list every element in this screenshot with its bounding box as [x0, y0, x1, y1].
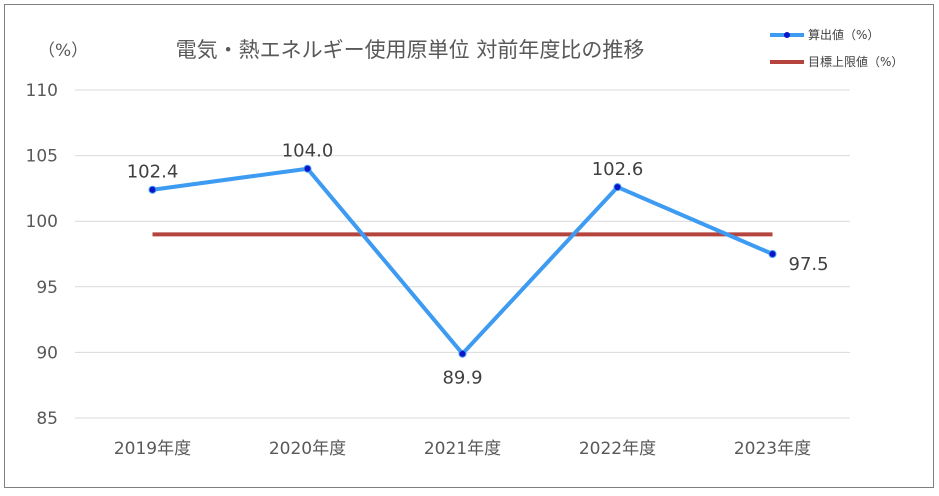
data-label-4: 102.6 — [592, 159, 644, 180]
chart-border — [4, 4, 934, 488]
y-tick-label-110: 110 — [26, 81, 58, 101]
data-point-4 — [613, 183, 622, 192]
data-label-3: 89.9 — [442, 368, 482, 389]
y-tick-label-100: 100 — [26, 212, 58, 232]
x-tick-label-2: 2020年度 — [269, 439, 346, 459]
y-tick-label-105: 105 — [26, 147, 58, 167]
x-tick-label-1: 2019年度 — [114, 439, 191, 459]
data-point-5 — [768, 250, 777, 258]
data-label-5: 97.5 — [789, 254, 829, 275]
data-labels: 102.4 104.0 89.9 102.6 97.5 — [127, 141, 829, 389]
y-tick-label-95: 95 — [36, 278, 58, 298]
y-tick-label-85: 85 — [36, 409, 58, 429]
x-axis-ticks: 2019年度 2020年度 2021年度 2022年度 2023年度 — [114, 439, 811, 459]
legend-label-2: 目標上限値（%） — [808, 54, 903, 69]
legend-label-1: 算出値（%） — [808, 27, 879, 42]
data-label-2: 104.0 — [282, 141, 334, 162]
series-layer — [148, 164, 777, 358]
y-axis-unit-label: （%） — [38, 41, 88, 61]
legend: 算出値（%） 目標上限値（%） — [770, 27, 903, 69]
legend-marker-1 — [784, 32, 790, 38]
data-point-2 — [303, 164, 312, 173]
x-tick-label-4: 2022年度 — [579, 439, 656, 459]
y-tick-label-90: 90 — [36, 343, 58, 363]
data-point-3 — [458, 349, 467, 358]
x-tick-label-3: 2021年度 — [424, 439, 501, 459]
data-point-1 — [148, 185, 157, 194]
data-label-1: 102.4 — [127, 162, 179, 183]
x-tick-label-5: 2023年度 — [734, 439, 811, 459]
y-axis-ticks: 110 105 100 95 90 85 — [26, 81, 58, 429]
chart-title: 電気・熱エネルギー使用原単位 対前年度比の推移 — [176, 38, 645, 62]
